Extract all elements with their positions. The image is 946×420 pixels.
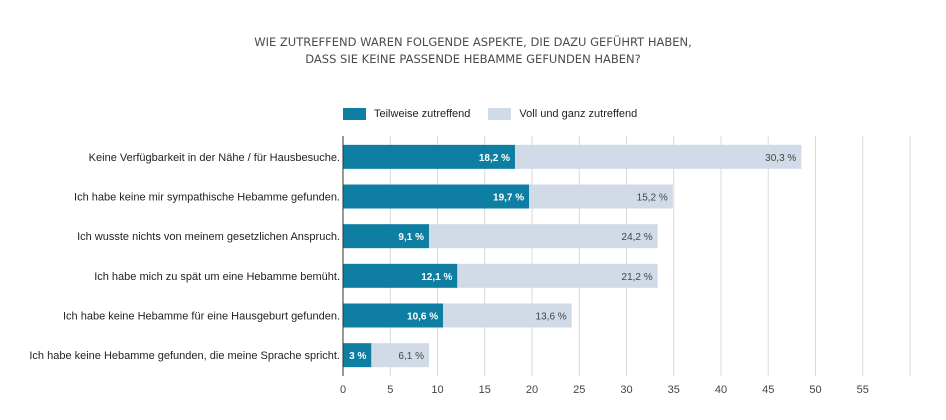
bar-segment-voll[interactable] [514,144,802,169]
data-label-teilweise: 19,7 % [493,193,524,204]
category-label: Ich habe mich zu spät um eine Hebamme be… [94,271,340,283]
x-tick-label: 50 [809,384,821,396]
bar-segment-voll[interactable] [428,224,658,249]
chart-title: WIE ZUTREFFEND WAREN FOLGENDE ASPEKTE, D… [0,34,946,68]
legend-item-teilweise[interactable]: Teilweise zutreffend [343,108,470,120]
x-axis-ticks: 0 5 10 15 20 25 30 35 40 45 50 55 [340,384,869,396]
category-labels: Keine Verfügbarkeit in der Nähe / für Ha… [29,152,340,362]
bar-segment-voll[interactable] [443,303,572,328]
x-tick-label: 5 [387,384,393,396]
data-label-voll: 6,1 % [398,351,424,362]
bar-segment-teilweise[interactable] [343,144,515,169]
legend-label-teilweise: Teilweise zutreffend [374,108,471,120]
data-label-voll: 30,3 % [765,153,796,164]
bar-segment-teilweise[interactable] [343,224,429,249]
x-tick-label: 55 [857,384,869,396]
legend-label-voll: Voll und ganz zutreffend [519,108,638,120]
legend-swatch-teilweise [343,108,366,120]
legend-item-voll[interactable]: Voll und ganz zutreffend [488,108,637,120]
chart-legend: Teilweise zutreffend Voll und ganz zutre… [343,108,655,120]
x-tick-label: 40 [715,384,727,396]
data-label-teilweise: 9,1 % [398,232,424,243]
data-label-teilweise: 3 % [349,351,366,362]
category-label: Keine Verfügbarkeit in der Nähe / für Ha… [89,152,340,164]
x-tick-label: 30 [620,384,632,396]
bar-segment-teilweise[interactable] [343,303,444,328]
legend-swatch-voll [488,108,512,120]
x-tick-label: 45 [762,384,774,396]
x-tick-label: 35 [668,384,680,396]
data-label-teilweise: 10,6 % [407,312,438,323]
x-tick-label: 25 [573,384,585,396]
bar-segment-teilweise[interactable] [343,263,458,288]
x-tick-label: 10 [431,384,443,396]
data-label-voll: 15,2 % [637,193,668,204]
data-label-voll: 24,2 % [622,232,653,243]
data-label-voll: 13,6 % [536,312,567,323]
data-label-teilweise: 12,1 % [421,272,452,283]
x-tick-label: 20 [526,384,538,396]
category-label: Ich habe keine Hebamme gefunden, die mei… [29,350,340,362]
x-tick-label: 0 [340,384,346,396]
gridlines [389,136,911,376]
bar-segment-teilweise[interactable] [343,184,530,209]
data-label-teilweise: 18,2 % [479,153,510,164]
category-label: Ich habe keine Hebamme für eine Hausgebu… [63,311,340,323]
data-label-voll: 21,2 % [622,272,653,283]
bar-segment-teilweise[interactable] [343,343,372,368]
category-label: Ich habe keine mir sympathische Hebamme … [74,192,340,204]
bar-segment-voll[interactable] [371,343,429,368]
chart-title-line-1: WIE ZUTREFFEND WAREN FOLGENDE ASPEKTE, D… [254,35,692,49]
chart-title-line-2: DASS SIE KEINE PASSENDE HEBAMME GEFUNDEN… [305,52,641,66]
category-label: Ich wusste nichts von meinem gesetzliche… [77,231,340,243]
bars: 18,2 % 30,3 % 19,7 % 15,2 % 9,1 % 24,2 % 12,1 … [343,144,802,368]
x-tick-label: 15 [479,384,491,396]
bar-segment-voll[interactable] [457,263,658,288]
bar-segment-voll[interactable] [529,184,673,209]
